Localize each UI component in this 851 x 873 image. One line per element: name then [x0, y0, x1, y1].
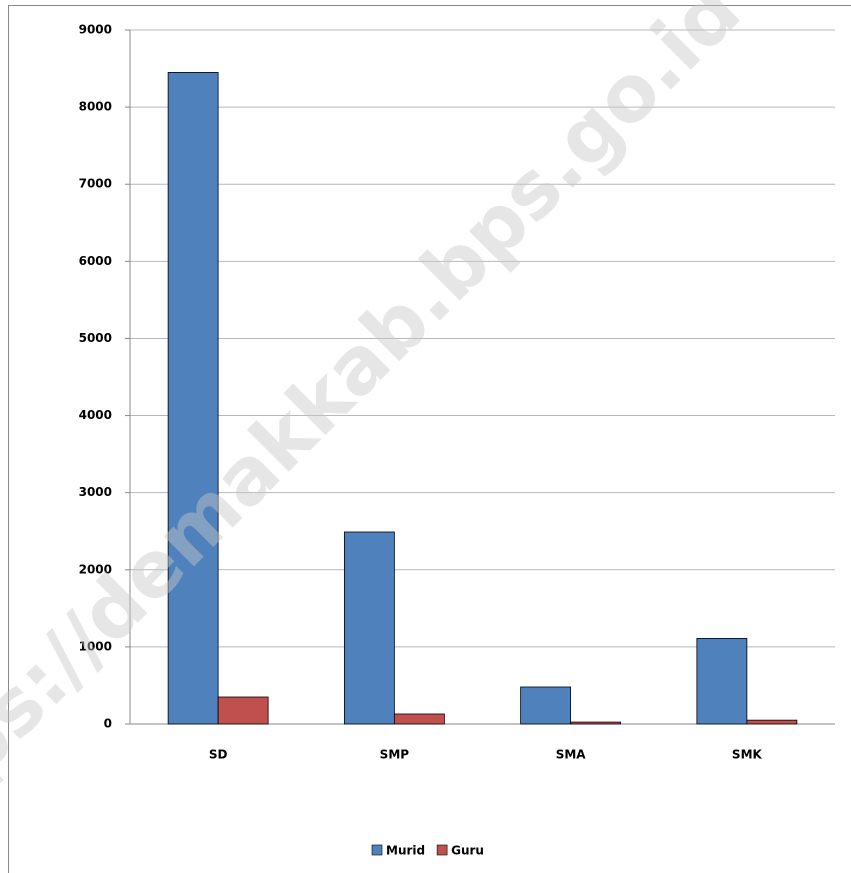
x-tick-label: SMP [380, 748, 410, 762]
bar [570, 721, 622, 725]
bar [393, 713, 445, 725]
bar [696, 638, 748, 725]
legend-swatch [371, 844, 383, 856]
y-tick-label: 4000 [79, 408, 112, 422]
y-tick-label: 0 [104, 717, 112, 731]
bar [343, 531, 395, 725]
bar [520, 686, 572, 725]
y-tick-label: 9000 [79, 23, 112, 37]
bar [746, 719, 798, 725]
y-tick-label: 1000 [79, 639, 112, 653]
y-tick-label: 5000 [79, 331, 112, 345]
x-tick-label: SMA [556, 748, 587, 762]
bar [217, 696, 269, 725]
y-tick-label: 7000 [79, 177, 112, 191]
y-tick-label: 8000 [79, 100, 112, 114]
y-tick-label: 2000 [79, 562, 112, 576]
bar [167, 72, 219, 725]
legend-label: Guru [451, 844, 484, 858]
chart-border [8, 5, 851, 873]
x-tick-label: SMK [732, 748, 763, 762]
y-tick-label: 6000 [79, 254, 112, 268]
legend-swatch [436, 844, 448, 856]
x-tick-label: SD [209, 748, 228, 762]
watermark: https://demakkab.bps.go.id [0, 0, 758, 873]
y-tick-label: 3000 [79, 485, 112, 499]
legend-label: Murid [386, 844, 425, 858]
